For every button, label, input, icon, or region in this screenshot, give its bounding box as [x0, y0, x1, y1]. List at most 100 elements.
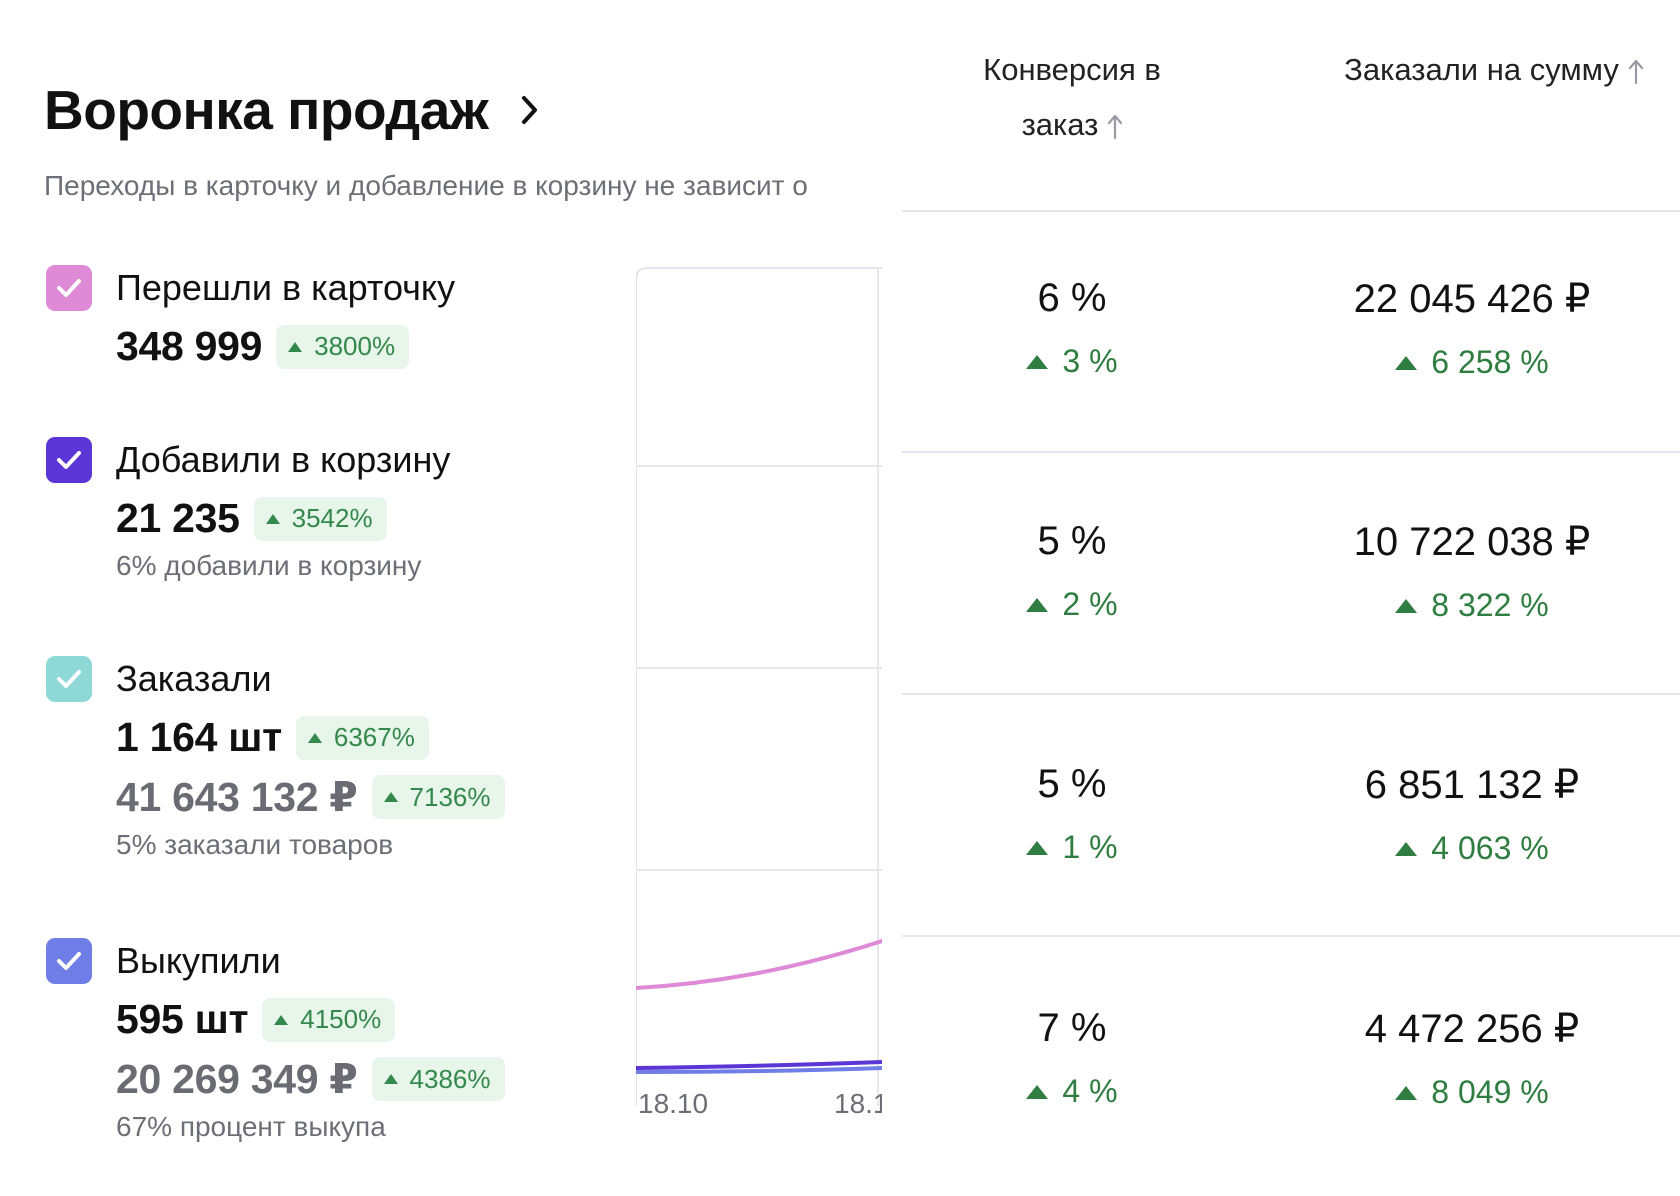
- check-icon: [57, 952, 81, 970]
- triangle-up-icon: [274, 1014, 289, 1025]
- metric-sum: 20 269 349 ₽: [116, 1056, 358, 1102]
- triangle-up-icon: [1395, 841, 1418, 856]
- change-value: 8 322 %: [1431, 587, 1549, 623]
- metric-label: Выкупили: [116, 940, 281, 981]
- conversion-value: 7 %: [1037, 1006, 1107, 1050]
- series-line-add-to-cart: [636, 1060, 882, 1070]
- change-value: 2 %: [1062, 586, 1118, 622]
- metric-label: Добавили в корзину: [116, 439, 451, 480]
- triangle-up-icon: [383, 1074, 398, 1084]
- change-badge: 4150%: [262, 997, 396, 1042]
- change-value: 6 258 %: [1431, 344, 1549, 380]
- sum-change-badge: 7136%: [371, 775, 505, 819]
- row-divider: [902, 693, 1680, 695]
- metric-label: Заказали: [116, 658, 272, 699]
- metric-note: 6% добавили в корзину: [116, 550, 422, 581]
- check-icon: [57, 670, 81, 688]
- conversion-change: 4 %: [952, 1073, 1192, 1110]
- order-sum-value: 10 722 038 ₽: [1353, 520, 1591, 564]
- column-header-label: Заказали на сумму: [1344, 52, 1619, 87]
- sum-change-badge: 4386%: [371, 1057, 505, 1101]
- change-value: 4 063 %: [1431, 830, 1549, 866]
- row-divider: [902, 451, 1680, 453]
- metric-bought-out: Выкупили 595 шт 4150% 20 269 349 ₽ 4386%…: [46, 938, 505, 1143]
- check-icon: [57, 279, 81, 297]
- bought-out-checkbox[interactable]: [46, 938, 92, 984]
- order-sum-cell: 22 045 426 ₽ 6 258 %: [1307, 276, 1637, 381]
- triangle-up-icon: [307, 732, 322, 743]
- column-header-label: заказ: [1021, 107, 1099, 142]
- order-sum-value: 4 472 256 ₽: [1364, 1007, 1580, 1051]
- triangle-up-icon: [1026, 354, 1049, 369]
- funnel-chart[interactable]: [636, 266, 882, 1106]
- change-value: 3800%: [314, 331, 396, 361]
- x-tick-label: 18.10: [638, 1088, 709, 1119]
- conversion-change: 2 %: [952, 586, 1192, 623]
- series-line-bought-out: [636, 1066, 882, 1074]
- ordered-checkbox[interactable]: [46, 656, 92, 702]
- column-header-order-sum[interactable]: Заказали на сумму: [1307, 42, 1680, 97]
- metric-label: Перешли в карточку: [116, 267, 456, 308]
- triangle-up-icon: [288, 341, 303, 352]
- order-sum-change: 8 049 %: [1307, 1074, 1637, 1111]
- conversion-cell: 7 % 4 %: [952, 1006, 1192, 1110]
- metric-value: 595 шт: [116, 996, 249, 1042]
- metric-note: 5% заказали товаров: [116, 829, 394, 860]
- change-value: 4 %: [1062, 1073, 1118, 1109]
- funnel-header[interactable]: Воронка продаж: [44, 78, 546, 142]
- triangle-up-icon: [1026, 597, 1049, 612]
- triangle-up-icon: [383, 792, 398, 802]
- conversion-value: 6 %: [1037, 276, 1107, 320]
- conversion-cell: 5 % 1 %: [952, 762, 1192, 866]
- order-sum-cell: 6 851 132 ₽ 4 063 %: [1307, 762, 1637, 867]
- funnel-subtitle: Переходы в карточку и добавление в корзи…: [44, 170, 808, 201]
- metric-ordered: Заказали 1 164 шт 6367% 41 643 132 ₽ 713…: [46, 656, 505, 861]
- metric-note: 67% процент выкупа: [116, 1111, 386, 1142]
- conversion-value: 5 %: [1037, 762, 1107, 806]
- change-value: 8 049 %: [1431, 1074, 1549, 1110]
- order-sum-cell: 4 472 256 ₽ 8 049 %: [1307, 1006, 1637, 1111]
- series-line-views: [636, 939, 882, 990]
- order-sum-value: 6 851 132 ₽: [1364, 763, 1580, 807]
- triangle-up-icon: [1395, 355, 1418, 370]
- page-title: Воронка продаж: [44, 79, 489, 141]
- order-sum-value: 22 045 426 ₽: [1353, 277, 1591, 321]
- x-tick-label: 18.1: [834, 1088, 882, 1119]
- column-header-conversion[interactable]: Конверсия в заказ: [952, 42, 1192, 152]
- change-badge: 3800%: [276, 324, 410, 369]
- column-header-label: Конверсия в: [983, 52, 1161, 87]
- change-value: 3 %: [1062, 343, 1118, 379]
- conversion-change: 3 %: [952, 343, 1192, 380]
- change-value: 6367%: [333, 722, 415, 752]
- triangle-up-icon: [1026, 840, 1049, 855]
- chart-svg: [636, 267, 882, 1106]
- change-value: 4150%: [300, 1004, 382, 1034]
- change-badge: 6367%: [295, 715, 429, 760]
- triangle-up-icon: [1395, 1085, 1418, 1100]
- cart-checkbox[interactable]: [46, 437, 92, 483]
- funnel-table: Конверсия в заказ Заказали на сумму 6 % …: [902, 0, 1680, 1196]
- metric-value: 1 164 шт: [116, 714, 282, 760]
- views-checkbox[interactable]: [46, 265, 92, 311]
- change-value: 7136%: [409, 781, 491, 812]
- row-divider: [902, 210, 1680, 212]
- metric-card-views: Перешли в карточку 348 999 3800%: [46, 265, 455, 370]
- change-badge: 3542%: [253, 496, 387, 541]
- triangle-up-icon: [265, 513, 280, 524]
- conversion-cell: 6 % 3 %: [952, 276, 1192, 380]
- row-divider: [902, 935, 1680, 937]
- change-value: 4386%: [409, 1063, 491, 1094]
- chevron-right-icon[interactable]: [520, 93, 546, 127]
- sort-arrow-up-icon[interactable]: [1628, 59, 1643, 85]
- triangle-up-icon: [1395, 598, 1418, 613]
- metric-sum: 41 643 132 ₽: [116, 774, 358, 820]
- change-value: 3542%: [291, 503, 373, 533]
- sort-arrow-up-icon[interactable]: [1108, 114, 1123, 140]
- order-sum-cell: 10 722 038 ₽ 8 322 %: [1307, 519, 1637, 624]
- conversion-change: 1 %: [952, 829, 1192, 866]
- triangle-up-icon: [1026, 1084, 1049, 1099]
- order-sum-change: 8 322 %: [1307, 587, 1637, 624]
- order-sum-change: 6 258 %: [1307, 344, 1637, 381]
- order-sum-change: 4 063 %: [1307, 830, 1637, 867]
- metric-add-to-cart: Добавили в корзину 21 235 3542% 6% добав…: [46, 437, 450, 582]
